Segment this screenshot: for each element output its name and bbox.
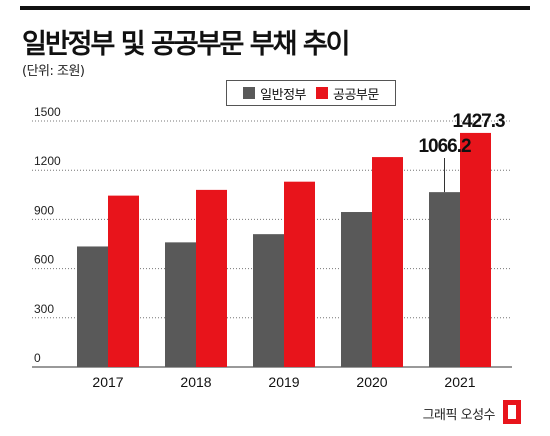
x-tick-label: 2018 [180,374,211,390]
bar [460,132,491,367]
x-tick-label: 2019 [268,374,299,390]
y-tick-label: 1200 [34,154,61,168]
publisher-logo-icon [503,400,521,424]
data-label: 1427.3 [452,111,505,132]
legend-swatch-public [316,87,328,99]
data-label: 1066.2 [418,136,471,157]
y-tick-label: 900 [34,203,54,217]
top-rule [20,6,530,10]
bar [108,195,139,367]
bar [165,242,196,367]
bar [196,189,227,367]
y-tick-label: 0 [34,351,41,365]
bar [429,192,460,367]
bar [284,181,315,367]
legend-item-public: 공공부문 [316,84,379,103]
chart-title: 일반정부 및 공공부문 부채 추이 [22,29,351,60]
unit-label: (단위: 조원) [22,64,85,79]
graphic-credit: 그래픽 오성수 [422,408,496,423]
bar [253,234,284,367]
legend-item-general: 일반정부 [243,84,306,103]
y-tick-label: 1500 [34,105,61,119]
y-tick-label: 600 [34,253,54,267]
bar [341,212,372,367]
legend: 일반정부 공공부문 [226,80,396,106]
x-tick-label: 2021 [444,374,475,390]
bar [77,246,108,367]
legend-label-public: 공공부문 [333,87,379,103]
legend-label-general: 일반정부 [260,87,306,103]
y-tick-label: 300 [34,302,54,316]
x-tick-label: 2017 [92,374,123,390]
x-tick-label: 2020 [356,374,387,390]
legend-swatch-general [243,87,256,99]
bar [372,157,403,367]
